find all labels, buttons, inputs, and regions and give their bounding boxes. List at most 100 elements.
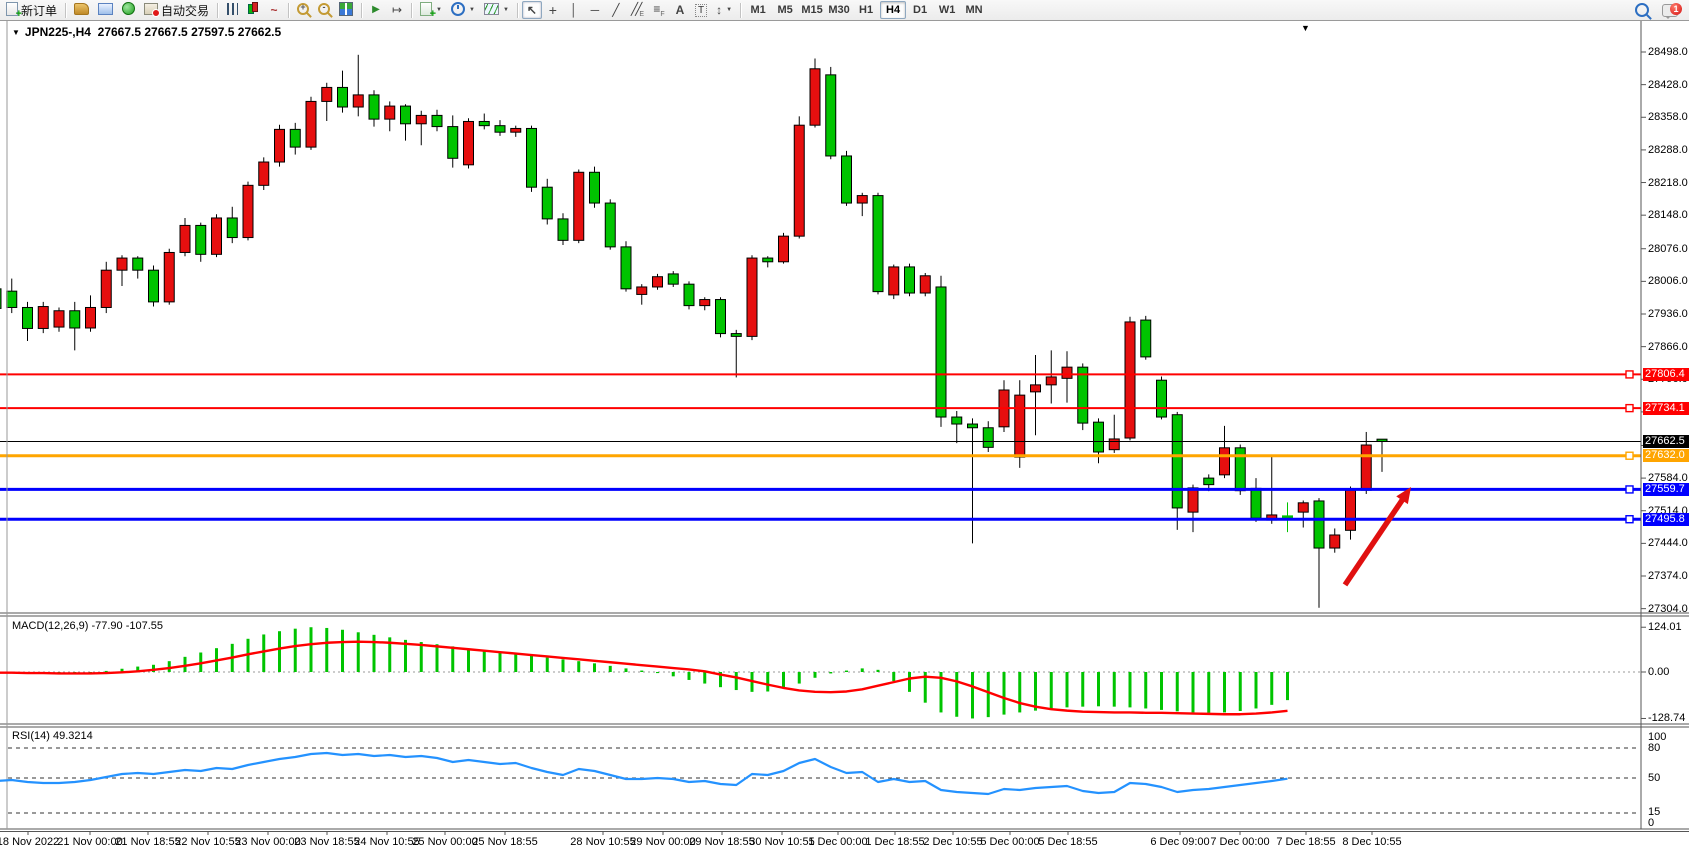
candle-body <box>951 416 963 425</box>
text-button[interactable]: A <box>670 1 690 19</box>
macd-signal-line <box>0 640 1288 716</box>
timeframe-m5[interactable]: M5 <box>777 4 793 16</box>
indicators-button[interactable]: ▼ <box>480 1 513 19</box>
chart-corner-arrow[interactable]: ▼ <box>1301 23 1310 33</box>
hline-marker[interactable] <box>1625 370 1634 379</box>
cursor-icon: ↖ <box>526 3 537 17</box>
text-icon: A <box>675 3 685 17</box>
candle-body <box>242 184 254 239</box>
timeframe-d1[interactable]: D1 <box>913 4 928 16</box>
hline-marker[interactable] <box>1625 485 1634 494</box>
candle-body <box>667 273 679 285</box>
auto-scroll-button[interactable]: ▶ <box>366 1 386 19</box>
label-button[interactable]: T <box>691 1 711 19</box>
timeframe-h1[interactable]: H1 <box>859 4 874 16</box>
zoom-in-button[interactable]: + <box>293 1 313 19</box>
candle-body <box>1203 477 1215 486</box>
candle-body <box>0 288 2 309</box>
timeframe-m30[interactable]: M30 <box>828 4 850 16</box>
candle-body <box>1360 444 1372 491</box>
macd-histogram-bar <box>278 631 281 672</box>
hline-marker[interactable] <box>1625 515 1634 524</box>
candle-body <box>1329 534 1341 549</box>
zoom-out-button[interactable]: - <box>314 1 334 19</box>
chart-collapse-arrow[interactable]: ▼ <box>12 28 20 37</box>
profiles-clock-button[interactable]: ▼ <box>447 1 479 19</box>
trend-arrow-head[interactable] <box>1396 486 1411 505</box>
candle-body <box>589 171 600 204</box>
hline-marker[interactable] <box>1625 451 1634 460</box>
macd-histogram-bar <box>624 668 628 672</box>
candle-body <box>1061 366 1073 379</box>
candle-body <box>1313 500 1325 549</box>
toolbar-right-group: 1 <box>1631 1 1687 19</box>
macd-histogram-bar <box>183 656 187 672</box>
candle-body <box>53 310 65 328</box>
candle-body <box>841 155 852 204</box>
trendline-button[interactable]: ╱ <box>606 1 626 19</box>
candle-body <box>463 120 474 166</box>
candle-body <box>211 217 222 255</box>
profiles-clock-icon <box>450 1 465 19</box>
cursor-button[interactable]: ↖ <box>521 1 542 19</box>
metaeditor-icon <box>74 2 90 18</box>
candle-body <box>1045 376 1057 386</box>
candle-body <box>148 269 159 303</box>
timeframe-w1[interactable]: W1 <box>938 4 956 16</box>
bar-chart-icon <box>226 2 238 18</box>
candle-body <box>352 94 364 108</box>
trend-arrow-shaft[interactable] <box>1342 495 1407 587</box>
hline-marker[interactable] <box>1625 403 1634 413</box>
metaeditor-button[interactable] <box>70 1 93 19</box>
macd-histogram-bar <box>167 661 171 672</box>
candle-body <box>163 251 175 303</box>
macd-histogram-bar <box>640 670 644 672</box>
candle-body <box>1140 319 1152 358</box>
zoom-in-icon: + <box>297 2 310 18</box>
macd-histogram-bar <box>782 672 785 689</box>
chart-shift-button[interactable]: ↦ <box>387 1 407 19</box>
auto-trading-button[interactable]: 自动交易 <box>140 1 213 19</box>
horizontal-line-button[interactable]: ─ <box>585 1 605 19</box>
toolbar-separator <box>65 2 67 18</box>
line-chart-icon: ~ <box>270 3 278 17</box>
macd-histogram-bar <box>325 627 329 672</box>
macd-histogram-bar <box>1254 672 1258 709</box>
candle-body <box>557 218 569 241</box>
candle-body <box>573 171 585 241</box>
market-watch-button[interactable] <box>94 1 117 19</box>
candle-body <box>1250 487 1262 519</box>
timeframe-m15[interactable]: M15 <box>801 4 823 16</box>
new-order-button[interactable]: 新订单 <box>2 1 61 20</box>
crosshair-button[interactable]: + <box>543 1 563 19</box>
candle-body <box>526 127 537 188</box>
candle-body <box>132 257 144 271</box>
tile-windows-icon <box>339 1 354 19</box>
fibonacci-button[interactable]: ≡F <box>649 1 669 19</box>
signals-button[interactable] <box>118 1 139 19</box>
notification-badge: 1 <box>1670 3 1682 15</box>
macd-histogram-bar <box>845 670 848 672</box>
candle-body <box>604 202 616 248</box>
line-chart-button[interactable]: ~ <box>264 1 284 19</box>
tile-windows-button[interactable] <box>335 1 357 19</box>
channel-button[interactable]: ╱╱E <box>627 1 648 19</box>
timeframe-h4[interactable]: H4 <box>880 1 907 19</box>
vertical-line-button[interactable]: │ <box>564 1 584 19</box>
timeframe-mn[interactable]: MN <box>965 4 983 16</box>
macd-histogram-bar <box>498 652 502 672</box>
arrows-objects-button[interactable]: ↕ ▼ <box>712 1 736 19</box>
bar-chart-button[interactable] <box>222 1 242 19</box>
macd-histogram-bar <box>1223 672 1226 713</box>
candle-chart-button[interactable] <box>243 1 263 19</box>
macd-histogram-bar <box>467 648 470 672</box>
candle-body <box>888 266 900 296</box>
new-chart-button[interactable]: ▼ <box>416 1 446 20</box>
timeframe-m1[interactable]: M1 <box>750 4 766 16</box>
notifications-button[interactable]: 1 <box>1657 1 1683 19</box>
search-button[interactable] <box>1631 1 1653 19</box>
candle-body <box>746 257 758 337</box>
macd-histogram-bar <box>136 666 140 672</box>
candle-body <box>1219 447 1230 476</box>
